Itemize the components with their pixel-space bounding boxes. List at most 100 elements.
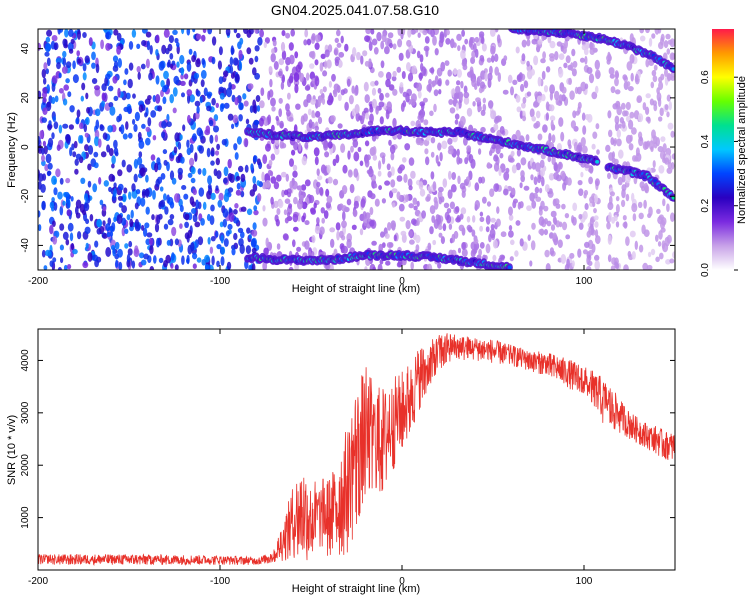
spectrogram-cell [338,51,345,58]
spectrogram-cell [464,38,469,45]
spectrogram-cell [53,187,58,196]
spectrogram-cell [639,35,646,42]
spectrogram-cell [276,208,281,215]
spectrogram-cell [562,46,567,54]
spectrogram-cell [586,67,593,74]
spectrogram-cell [469,69,474,77]
spectrogram-cell [304,29,309,38]
spectrogram-cell [588,73,595,84]
spectrogram-cell [100,151,107,158]
spectrogram-cell [466,224,472,231]
spectrogram-cell [215,185,219,191]
spectrogram-cell [253,120,260,126]
spectrogram-cell [117,58,123,68]
spectrogram-cell [82,209,87,216]
spectrogram-cell [442,223,447,232]
spectrogram-cell [288,116,294,122]
spectrogram-cell [51,132,55,140]
spectrogram-cell [141,123,146,129]
figure-title: GN04.2025.041.07.58.G10 [271,2,439,18]
spectrogram-cell [669,38,675,48]
spectrogram-x-label: Height of straight line (km) [292,283,420,295]
spectrogram-cell [400,31,404,40]
spectrogram-cell [384,46,390,55]
spectrogram-cell [608,212,612,222]
spectrogram-cell [167,196,174,206]
spectrogram-cell [432,239,437,246]
spectrogram-cell [149,45,153,55]
spectrogram-cell [311,50,316,60]
spectrogram-cell [161,44,167,55]
spectrogram-cell [594,85,599,94]
spectrogram-cell [554,90,560,101]
spectrogram-cell [245,118,250,125]
spectrogram-cell [47,137,54,148]
spectrogram-cell [295,103,301,110]
spectrogram-cell [668,101,672,111]
spectrogram-cell [415,29,419,33]
spectrogram-cell [627,250,632,258]
spectrogram-cell [318,95,323,104]
spectrogram-cell [121,159,126,168]
spectrogram-cell [499,126,505,134]
snr-y-label: SNR (10 * v/v) [6,415,18,485]
spectrogram-cell [69,232,74,242]
spectrogram-cell [289,54,295,65]
spectrogram-cell [473,238,479,245]
spectrogram-cell [216,260,220,267]
spectrogram-cell [568,77,572,85]
spectrogram-cell [67,42,74,52]
spectrogram-cell [109,230,114,237]
spectrogram-cell [445,29,450,36]
spectrogram-cell [82,63,87,72]
spectrogram-cell [429,226,434,235]
spectrogram-cell [220,256,225,266]
spectrogram-cell [410,93,417,103]
spectrogram-cell [577,248,582,258]
spectrogram-cell [116,45,121,55]
spectrogram-cell [411,65,417,75]
spectrogram-cell [216,143,221,151]
spectrogram-cell [502,89,509,95]
spectrogram-cell [65,134,71,142]
spectrogram-cell [658,41,664,50]
spectrogram-cell [156,237,160,248]
spectrogram-cell [163,193,167,201]
spectrogram-cell [455,206,460,213]
spectrogram-cell [607,254,612,263]
spectrogram-cell [651,129,656,139]
spectrogram-cell [108,85,114,92]
spectrogram-cell [341,205,348,212]
spectrogram-cell [139,252,145,259]
spectrogram-cell [378,101,385,108]
spectrogram-cell [584,55,588,65]
spectrogram-cell [192,263,197,270]
spectrogram-cell [580,171,584,178]
spectrogram-cell [470,56,476,64]
spectrogram-cell [410,170,416,179]
spectrogram-cell [263,247,269,256]
spectrogram-cell [246,208,253,216]
spectrogram-cell [77,231,82,240]
spectrogram-cell [453,67,458,76]
spectrogram-cell [410,120,416,127]
spectrogram-cell [434,48,439,56]
spectrogram-cell [304,142,309,149]
spectrogram-cell [342,164,348,174]
spectrogram-cell [309,63,315,69]
spectrogram-cell [372,154,377,161]
spectrogram-cell [453,92,460,100]
spectrogram-cell [285,173,289,182]
spectrogram-cell [642,141,648,151]
spectrogram-cell [549,247,555,256]
spectrogram-cell [187,114,191,124]
spectrogram-cell [125,92,131,100]
spectrogram-cell [541,176,545,187]
spectrogram-cell [373,47,379,55]
spectrogram-cell [316,168,320,176]
spectrogram-cell [371,38,378,46]
spectrogram-cell [534,91,539,98]
spectrogram-cell [365,112,370,120]
spectrogram-cell [352,139,359,148]
spectrogram-cell [390,152,395,161]
